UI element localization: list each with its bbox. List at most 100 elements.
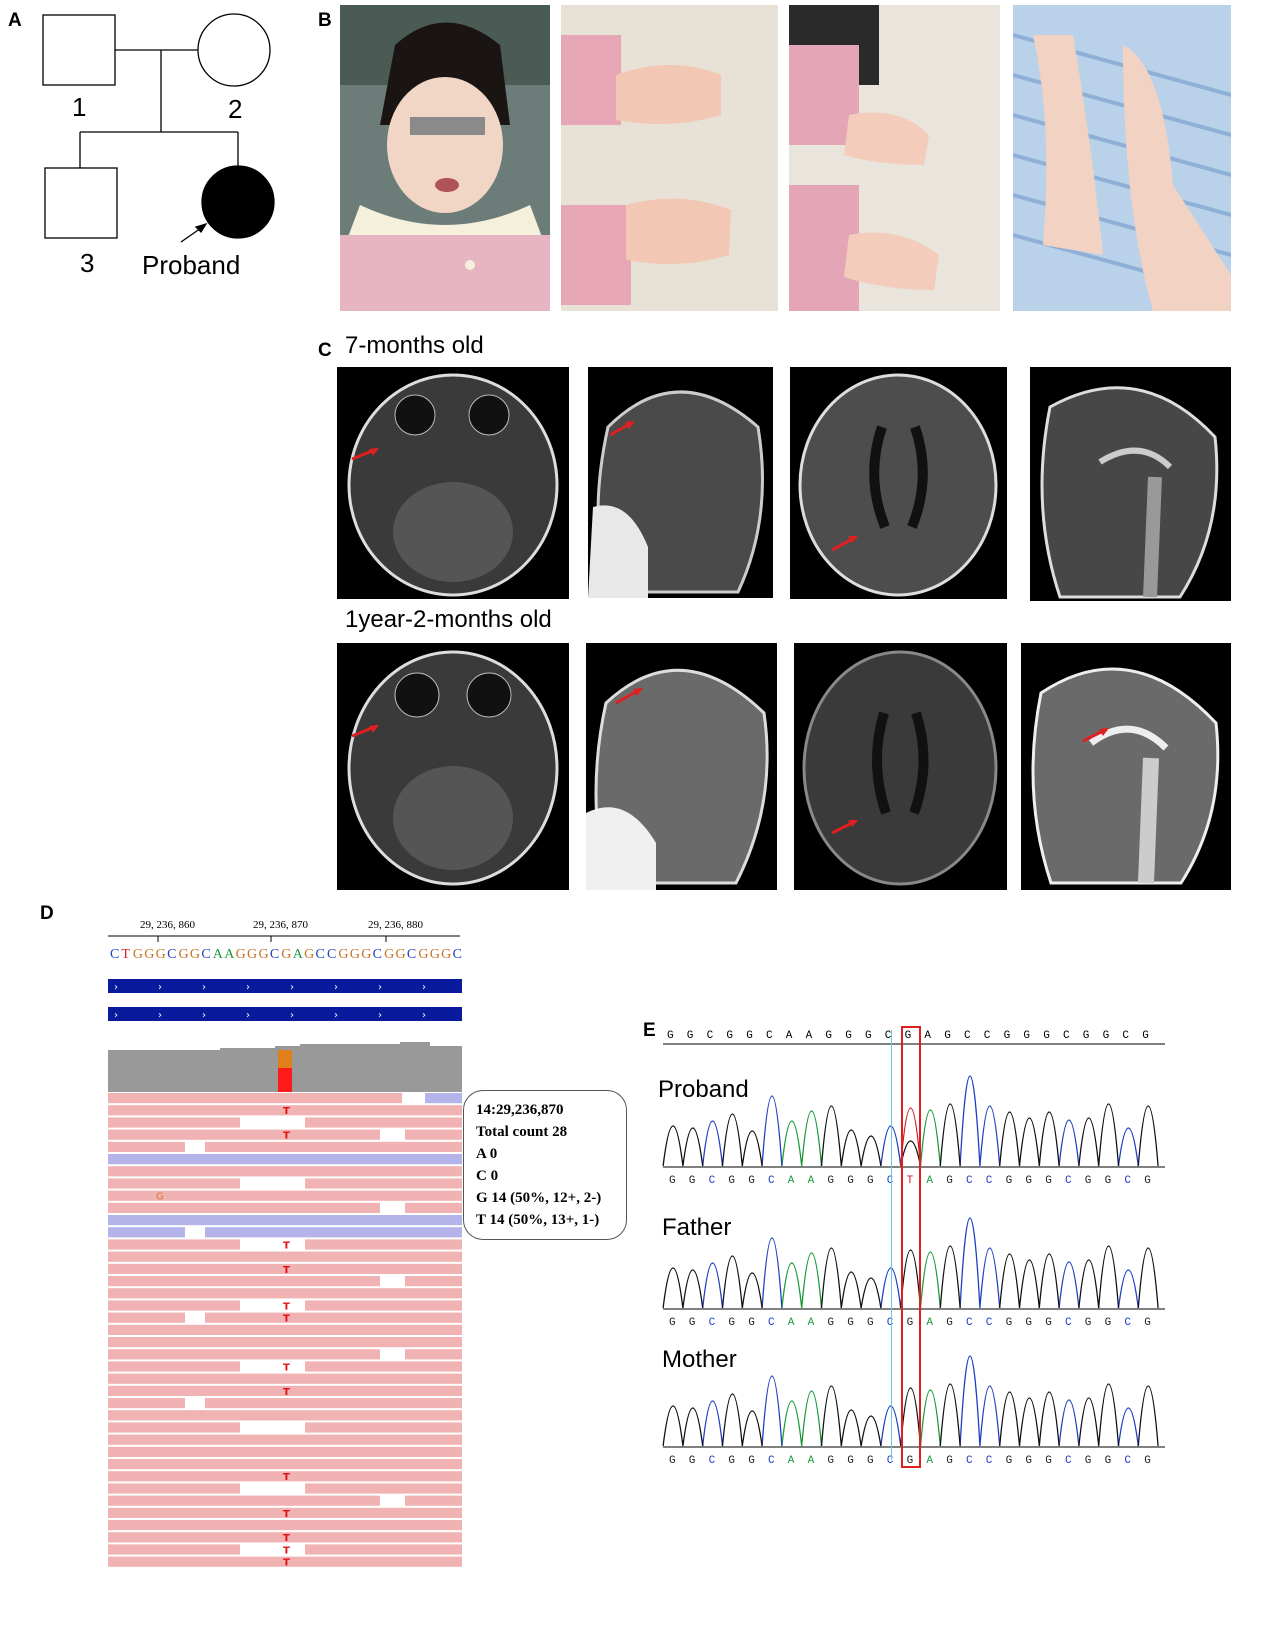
- sanger-ref-base: G: [1142, 1030, 1149, 1042]
- callout-t: T 14 (50%, 13+, 1-): [476, 1212, 600, 1228]
- aligned-read: [305, 1239, 462, 1250]
- mri-row-label-1-year-2-months: 1year-2-months old: [345, 606, 552, 633]
- aligned-read: [305, 1178, 462, 1189]
- base-call: G: [1045, 1175, 1052, 1187]
- panel-label-d: D: [40, 903, 54, 924]
- aligned-read: [108, 1483, 240, 1494]
- mri-midsagittal-7m: [1030, 367, 1231, 601]
- chromatogram-trace: [662, 1383, 1159, 1447]
- base-call: C: [966, 1175, 973, 1187]
- chromatogram-trace: [781, 1109, 941, 1167]
- ref-base: C: [453, 947, 462, 962]
- panel-label-a: A: [8, 10, 22, 31]
- sanger-cursor-line: [891, 1030, 892, 1460]
- mri-sagittal-lateral-7m: [588, 367, 773, 598]
- aligned-read: [108, 1276, 380, 1287]
- base-call: G: [1085, 1175, 1092, 1187]
- base-call: C: [1124, 1317, 1131, 1329]
- aligned-read: [205, 1398, 462, 1409]
- base-call: A: [808, 1175, 815, 1187]
- ref-base: C: [201, 947, 210, 962]
- aligned-read: [108, 1373, 462, 1384]
- base-call: T: [907, 1175, 914, 1187]
- base-call: G: [1025, 1455, 1032, 1467]
- base-call: G: [827, 1317, 834, 1329]
- ref-base: G: [350, 947, 360, 962]
- mri-axial-ventricles-14m: [794, 643, 1007, 890]
- aligned-read: [405, 1349, 462, 1360]
- sanger-ref-base: G: [905, 1030, 912, 1042]
- variant-highlight-box: [901, 1026, 921, 1468]
- base-call: G: [748, 1455, 755, 1467]
- ref-base: G: [281, 947, 291, 962]
- aligned-read: [108, 1507, 462, 1518]
- base-call: A: [808, 1317, 815, 1329]
- svg-text:›: ›: [246, 982, 250, 993]
- variant-base-mark: T: [283, 1387, 290, 1398]
- aligned-read: [305, 1544, 462, 1555]
- base-call: G: [748, 1317, 755, 1329]
- callout-g: G 14 (50%, 12+, 2-): [476, 1190, 602, 1206]
- pedigree-label-1: 1: [72, 92, 87, 122]
- aligned-read: [305, 1422, 462, 1433]
- svg-text:›: ›: [334, 1010, 338, 1021]
- svg-text:›: ›: [202, 1010, 206, 1021]
- svg-text:›: ›: [422, 1010, 426, 1021]
- svg-text:›: ›: [290, 982, 294, 993]
- sanger-ref-base: C: [766, 1030, 773, 1042]
- aligned-read: [108, 1312, 185, 1323]
- svg-text:›: ›: [378, 1010, 382, 1021]
- base-call: G: [1006, 1317, 1013, 1329]
- aligned-read: [205, 1141, 462, 1152]
- aligned-read: [108, 1544, 240, 1555]
- svg-text:›: ›: [158, 982, 162, 993]
- sanger-ref-base: G: [746, 1030, 753, 1042]
- aligned-read: [305, 1361, 462, 1372]
- chromatogram-trace: [702, 1217, 1139, 1309]
- aligned-read: [108, 1361, 240, 1372]
- aligned-read: [108, 1446, 462, 1457]
- base-call: G: [1105, 1455, 1112, 1467]
- base-call: G: [728, 1175, 735, 1187]
- ref-base: G: [144, 947, 154, 962]
- variant-base-mark: T: [283, 1533, 290, 1544]
- aligned-read: [108, 1129, 380, 1140]
- igv-coverage-track: [108, 1042, 462, 1092]
- base-call: C: [709, 1175, 716, 1187]
- aligned-read: [108, 1495, 380, 1506]
- base-call: C: [966, 1455, 973, 1467]
- sanger-ref-base: A: [786, 1030, 793, 1042]
- base-call: G: [867, 1455, 874, 1467]
- ref-base: A: [293, 947, 304, 962]
- panel-label-e: E: [643, 1020, 656, 1041]
- chromatogram-trace: [702, 1075, 1139, 1167]
- base-call: G: [1144, 1317, 1151, 1329]
- aligned-read: [425, 1093, 462, 1104]
- chromatogram-proband: GGCGGCAAGGGCTAGCCGGGCGGCG: [662, 1075, 1165, 1187]
- base-call: G: [946, 1455, 953, 1467]
- base-call: G: [1105, 1317, 1112, 1329]
- ref-base: A: [213, 947, 224, 962]
- chromatogram-trace: [662, 1103, 1159, 1167]
- aligned-read: [108, 1202, 380, 1213]
- mri-axial-orbits-14m: [337, 643, 569, 890]
- base-call: C: [986, 1317, 993, 1329]
- ref-base: C: [167, 947, 176, 962]
- base-call: C: [966, 1317, 973, 1329]
- base-call: G: [728, 1317, 735, 1329]
- chromatogram-label-father: Father: [662, 1214, 732, 1241]
- base-call: G: [689, 1175, 696, 1187]
- pedigree-chart: [42, 13, 275, 243]
- sanger-ref-base: G: [667, 1030, 674, 1042]
- base-call: G: [946, 1175, 953, 1187]
- variant-base-mark: T: [283, 1545, 290, 1556]
- sanger-ref-base: G: [1043, 1030, 1050, 1042]
- base-call: C: [768, 1455, 775, 1467]
- aligned-read: [108, 1349, 380, 1360]
- sanger-ref-base: G: [1004, 1030, 1011, 1042]
- aligned-read: [108, 1178, 240, 1189]
- igv-tick-880: 29, 236, 880: [368, 919, 424, 931]
- pedigree-label-3: 3: [80, 248, 95, 278]
